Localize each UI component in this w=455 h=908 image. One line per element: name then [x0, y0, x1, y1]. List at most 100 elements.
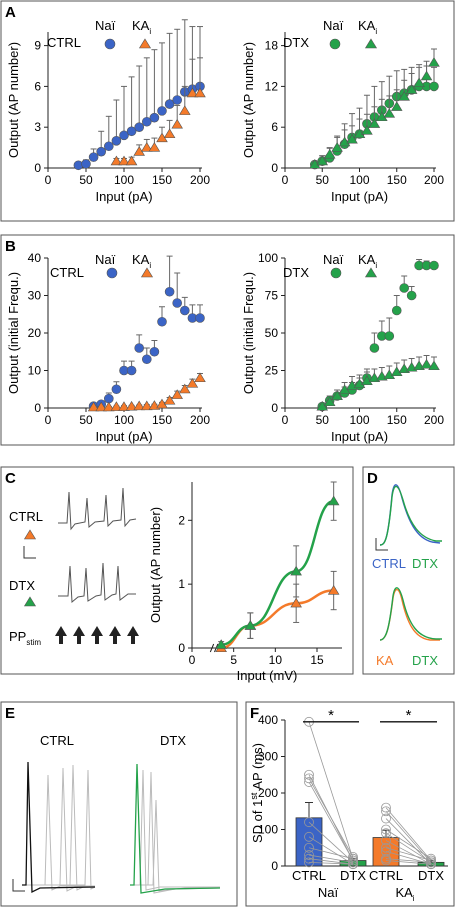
panel-a-frame — [0, 0, 455, 222]
chart-b-left: 0 50 100 150 200 0 10 20 30 40 Input (pA) Output (i… — [6, 251, 210, 444]
data-point — [331, 142, 343, 152]
data-point — [406, 290, 417, 301]
x-tick-label: 0 — [45, 173, 52, 187]
y-tick-label: 25 — [265, 364, 279, 378]
d-dtx2-wave — [379, 587, 442, 641]
e-ctrl-label: CTRL — [40, 733, 74, 748]
c-dtx-label: DTX — [9, 578, 35, 593]
data-point — [125, 155, 138, 166]
c-ctrl-label: CTRL — [9, 509, 43, 524]
data-point — [420, 70, 433, 81]
chart-a-left: 0 50 100 150 200 0 3 6 9 Input (pA) Output (AP num… — [6, 19, 210, 204]
x-axis-label: Input (pA) — [331, 429, 388, 444]
legend-ka-label: KAi — [358, 18, 377, 36]
d-ctrl-wave — [379, 484, 441, 546]
x-tick-label: 150 — [387, 173, 407, 187]
legend-a-right: Naï KAi DTX — [283, 18, 377, 50]
legend-ka-marker — [138, 38, 152, 49]
data-point — [163, 394, 176, 405]
data-point — [368, 118, 381, 128]
y-tick-label: 0 — [271, 161, 278, 175]
legend-ka-label: KAi — [132, 252, 151, 270]
data-point — [157, 316, 167, 327]
data-point — [87, 401, 100, 412]
stim-arrow-icon — [55, 626, 67, 644]
y-tick-label: 0 — [34, 161, 41, 175]
legend-dtx-label: DTX — [283, 265, 309, 280]
paired-line — [308, 847, 354, 860]
data-point — [244, 620, 257, 630]
panel-letter-a: A — [5, 4, 16, 21]
data-point — [111, 136, 122, 146]
stim-arrow-icon — [91, 626, 103, 644]
data-point — [157, 106, 167, 116]
data-point — [180, 305, 190, 316]
y-tick-label: 200 — [258, 786, 278, 800]
x-tick-label: 10 — [269, 653, 283, 667]
data-point — [338, 136, 351, 147]
c-ctrl-marker — [23, 529, 37, 540]
legend-ka-marker — [140, 267, 154, 278]
data-point — [171, 118, 183, 129]
data-point — [133, 400, 145, 411]
y-tick-label: 100 — [258, 823, 278, 837]
data-point — [179, 105, 191, 115]
panel-letter-c: C — [5, 470, 16, 487]
legend-a-left: Naï KAi CTRL — [47, 18, 151, 50]
y-tick-label: 30 — [28, 289, 42, 303]
x-axis-label: Input (mV) — [237, 668, 298, 683]
data-point — [194, 87, 206, 98]
data-point — [103, 401, 115, 412]
x-axis-label: Input (pA) — [95, 429, 152, 444]
x-tick-label: 50 — [316, 413, 330, 427]
data-point — [110, 401, 123, 411]
panel-d-frame — [362, 466, 455, 675]
y-tick-label: 400 — [258, 713, 278, 727]
legend-dtx-label: DTX — [283, 35, 309, 50]
legend-naive-marker — [104, 38, 116, 50]
paired-point — [304, 773, 314, 784]
category-label: DTX — [418, 868, 444, 883]
data-point — [290, 565, 302, 576]
data-point — [172, 298, 182, 308]
data-point — [327, 495, 340, 506]
significance-star: * — [328, 707, 334, 724]
data-point — [118, 155, 130, 166]
stim-arrow-icon — [109, 626, 121, 644]
data-point — [194, 372, 206, 383]
y-label-sup: st — [249, 792, 259, 800]
paired-point — [381, 855, 391, 866]
e-dtx-label: DTX — [160, 733, 186, 748]
paired-point — [381, 802, 391, 813]
data-point — [171, 389, 183, 399]
x-axis-label: Input (pA) — [95, 189, 152, 204]
group-label-main: KA — [395, 885, 413, 900]
x-tick-label: 150 — [152, 413, 172, 427]
panel-e-frame — [0, 701, 238, 907]
data-point — [88, 152, 99, 162]
panel-letter-d: D — [367, 470, 378, 487]
paired-point — [348, 853, 358, 864]
data-point — [104, 141, 114, 152]
data-point — [172, 95, 182, 105]
y-tick-label: 10 — [28, 364, 42, 378]
data-point — [119, 130, 129, 141]
paired-line — [385, 832, 432, 863]
x-tick-label: 50 — [316, 173, 330, 187]
legend-naive-marker — [329, 38, 341, 50]
data-point — [428, 360, 440, 371]
x-tick-label: 50 — [79, 413, 93, 427]
data-point — [163, 128, 176, 139]
data-point — [390, 366, 403, 377]
x-tick-label: 150 — [152, 173, 172, 187]
d-dtx2-label: DTX — [412, 653, 438, 668]
e-ctrl-dark-trace — [22, 761, 96, 894]
panel-letter-f: F — [250, 705, 259, 722]
legend-ka-marker — [364, 267, 378, 278]
data-point — [126, 365, 137, 376]
category-label: CTRL — [292, 868, 326, 883]
y-tick-label: 75 — [265, 289, 279, 303]
legend-naive-label: Naï — [95, 252, 116, 267]
fit-curve — [220, 499, 335, 647]
x-tick-label: 200 — [190, 173, 210, 187]
